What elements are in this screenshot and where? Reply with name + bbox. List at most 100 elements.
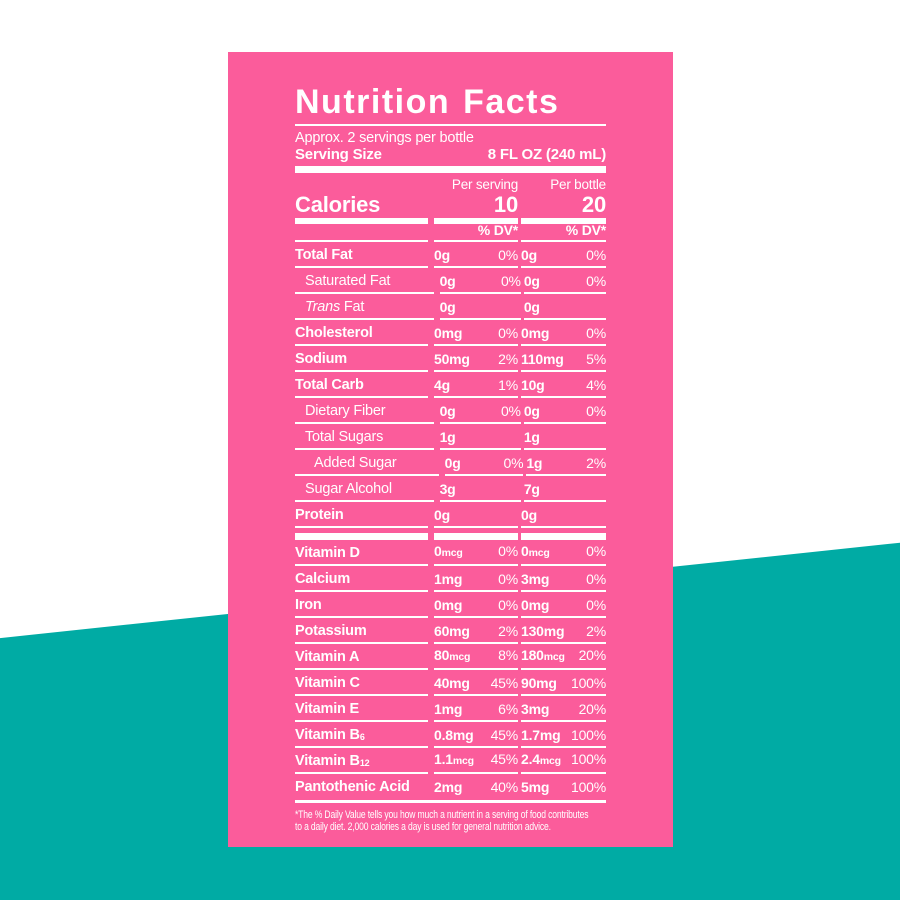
nutrient-name: Added Sugar [295, 456, 439, 476]
calories-per-bottle: 20 [581, 192, 606, 217]
daily-value-header-row: % DV* % DV* [295, 222, 606, 242]
per-serving-cell: 0g 0% [434, 248, 518, 268]
nutrient-name: Total Fat [295, 248, 428, 268]
nutrient-row: Total Sugars 1g 1g [295, 424, 606, 450]
nutrition-facts-label: Nutrition Facts Approx. 2 servings per b… [228, 52, 673, 847]
calories-label: Calories [295, 192, 381, 217]
per-serving-cell: 50mg 2% [434, 352, 518, 372]
column-headers: Per serving Per bottle [295, 177, 606, 192]
nutrient-row: Saturated Fat 0g 0% 0g 0% [295, 268, 606, 294]
nutrient-name: Sugar Alcohol [295, 482, 434, 502]
nutrient-name: Total Sugars [295, 430, 434, 450]
title-divider [295, 124, 606, 126]
per-bottle-cell: 0g 0% [521, 248, 606, 268]
nutrient-name: Cholesterol [295, 326, 428, 346]
section-divider-thick [295, 533, 606, 540]
nutrient-row: Iron 0mg 0% 0mg 0% [295, 592, 606, 618]
nutrient-name: Total Carb [295, 378, 428, 398]
per-bottle-cell: 90mg 100% [521, 676, 606, 696]
nutrient-name: Vitamin B12 [295, 754, 428, 774]
serving-size-value: 8 FL OZ (240 mL) [487, 146, 606, 163]
per-serving-cell: 1.1mcg 45% [434, 752, 518, 774]
nutrient-name: Vitamin A [295, 650, 428, 670]
per-bottle-cell: 2.4mcg 100% [521, 752, 606, 774]
nutrient-name: Vitamin B6 [295, 728, 428, 748]
footnote: *The % Daily Value tells you how much a … [295, 809, 606, 834]
per-bottle-cell: 1.7mg 100% [521, 728, 606, 748]
nutrient-row: Vitamin B12 1.1mcg 45% 2.4mcg 100% [295, 748, 606, 774]
nutrient-rows: Total Fat 0g 0% 0g 0% Saturated Fat 0g 0% 0… [295, 242, 606, 800]
per-bottle-cell: 110mg 5% [521, 352, 606, 372]
section-divider-thick [295, 166, 606, 173]
nutrient-row: Trans Fat 0g 0g [295, 294, 606, 320]
nutrient-name: Saturated Fat [295, 274, 434, 294]
nutrient-name: Iron [295, 598, 428, 618]
label-title: Nutrition Facts [295, 83, 560, 121]
per-serving-cell: 1mg 0% [434, 572, 518, 592]
nutrient-row: Vitamin D 0mcg 0% 0mcg 0% [295, 540, 606, 566]
per-bottle-cell: 0g 0% [523, 274, 606, 294]
servings-per-bottle: Approx. 2 servings per bottle [295, 130, 474, 146]
nutrient-row: Total Fat 0g 0% 0g 0% [295, 242, 606, 268]
nutrient-name: Vitamin E [295, 702, 428, 722]
nutrient-row: Added Sugar 0g 0% 1g 2% [295, 450, 606, 476]
nutrient-name: Sodium [295, 352, 428, 372]
per-serving-cell: 0mcg 0% [434, 544, 518, 566]
nutrient-name: Calcium [295, 572, 428, 592]
nutrient-row: Total Carb 4g 1% 10g 4% [295, 372, 606, 398]
per-bottle-cell: 0g [521, 508, 606, 528]
nutrient-row: Calcium 1mg 0% 3mg 0% [295, 566, 606, 592]
per-bottle-cell: 3mg 0% [521, 572, 606, 592]
per-bottle-cell: 0mg 0% [521, 598, 606, 618]
per-serving-cell: 4g 1% [434, 378, 518, 398]
per-serving-cell: 0g [434, 508, 518, 528]
per-bottle-cell: 7g [523, 482, 606, 502]
calories-per-serving: 10 [493, 192, 518, 217]
per-bottle-cell: 3mg 20% [521, 702, 606, 722]
nutrient-row: Sugar Alcohol 3g 7g [295, 476, 606, 502]
nutrient-row: Pantothenic Acid 2mg 40% 5mg 100% [295, 774, 606, 800]
per-bottle-cell: 1g [523, 430, 606, 450]
per-serving-cell: 1mg 6% [434, 702, 518, 722]
per-bottle-cell: 130mg 2% [521, 624, 606, 644]
per-serving-cell: 0g 0% [439, 404, 521, 424]
per-bottle-cell: 0g [523, 300, 606, 320]
per-bottle-header: Per bottle [550, 177, 606, 192]
nutrient-name: Pantothenic Acid [295, 779, 410, 795]
serving-size-row: Serving Size 8 FL OZ (240 mL) [295, 146, 606, 163]
nutrient-row: Vitamin A 80mcg 8% 180mcg 20% [295, 644, 606, 670]
per-serving-cell: 0mg 0% [434, 326, 518, 346]
per-serving-cell: 0g 0% [444, 456, 524, 476]
per-bottle-cell: 180mcg 20% [521, 648, 606, 670]
per-bottle-cell: 0mcg 0% [521, 544, 606, 566]
per-serving-cell: 2mg 40% [434, 779, 518, 795]
nutrient-row: Protein 0g 0g [295, 502, 606, 528]
per-bottle-cell: 0mg 0% [521, 326, 606, 346]
nutrient-name: Trans Fat [295, 300, 434, 320]
per-bottle-cell: 1g 2% [526, 456, 606, 476]
per-serving-cell: 0mg 0% [434, 598, 518, 618]
per-serving-cell: 60mg 2% [434, 624, 518, 644]
per-serving-header: Per serving [451, 177, 518, 192]
nutrient-row: Vitamin C 40mg 45% 90mg 100% [295, 670, 606, 696]
per-serving-cell: 1g [439, 430, 521, 450]
per-bottle-cell: 10g 4% [521, 378, 606, 398]
nutrient-name: Vitamin C [295, 676, 428, 696]
dv-header-per-serving: % DV* [434, 222, 518, 242]
per-serving-cell: 80mcg 8% [434, 648, 518, 670]
footnote-divider [295, 800, 606, 803]
dv-header-per-bottle: % DV* [521, 222, 606, 242]
per-bottle-cell: 0g 0% [523, 404, 606, 424]
nutrient-name: Potassium [295, 624, 428, 644]
nutrient-row: Sodium 50mg 2% 110mg 5% [295, 346, 606, 372]
nutrient-row: Potassium 60mg 2% 130mg 2% [295, 618, 606, 644]
nutrient-row: Cholesterol 0mg 0% 0mg 0% [295, 320, 606, 346]
per-serving-cell: 0g 0% [439, 274, 521, 294]
footnote-line-1: *The % Daily Value tells you how much a … [295, 808, 589, 821]
per-bottle-cell: 5mg 100% [521, 779, 606, 795]
calories-divider-bars [295, 218, 606, 224]
nutrient-name: Vitamin D [295, 546, 428, 566]
nutrient-name: Protein [295, 508, 428, 528]
per-serving-cell: 40mg 45% [434, 676, 518, 696]
